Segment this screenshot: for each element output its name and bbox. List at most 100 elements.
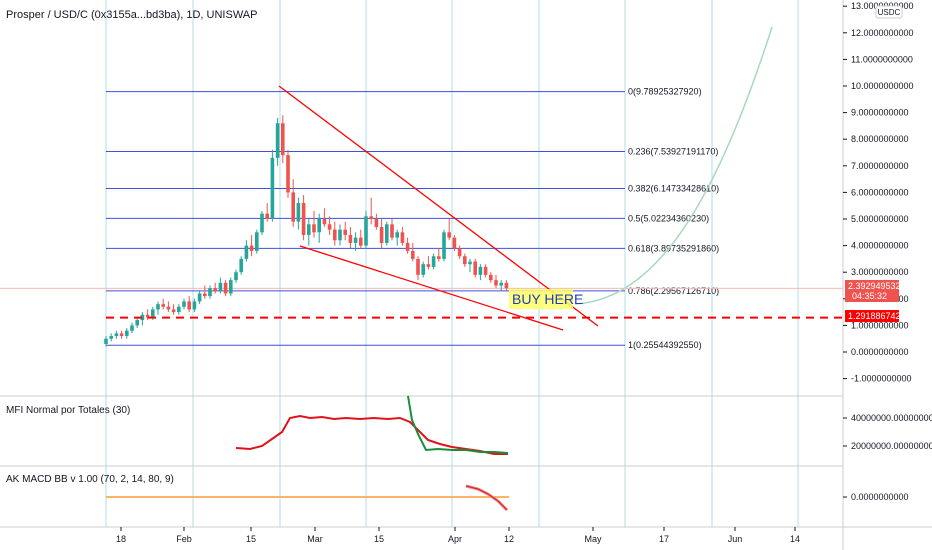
candle-body [400,232,405,243]
candle-body [504,282,509,289]
macd-title: AK MACD BB v 1.00 (70, 2, 14, 80, 9) [6,474,174,485]
candle-body [223,282,228,294]
candle-body [494,280,498,286]
candle-body [177,306,181,313]
candle-body [239,258,243,273]
candle-body [156,304,160,310]
chart-title: Prosper / USD/C (0x3155a...bd3ba), 1D, U… [6,9,257,21]
x-tick-label: May [584,534,602,544]
candle-body [333,229,337,241]
candle-body [463,256,467,265]
candle-body [145,314,150,318]
candle-body [291,192,295,222]
candle-body [426,264,431,267]
candle-body [213,288,217,291]
candle-body [203,293,207,297]
fib-level-label: 0.382(6.14733428610) [628,183,719,193]
candle-body [140,314,145,321]
candle-body [281,123,285,156]
macd-pane: 0.0000000000 [106,484,909,512]
candle-body [234,272,238,281]
x-tick-label: 17 [659,534,669,544]
trend-drawings[interactable]: BUY HERE [106,26,843,331]
candle-body [208,288,212,297]
candle-body [125,330,129,337]
candle-body [166,306,171,310]
candle-body [265,213,269,219]
y-tick-label: 0.0000000000 [851,347,909,357]
currency-badge-label: USDC [878,8,901,17]
candle-body [379,226,384,243]
level-badge: 1.2918867426 [845,310,906,322]
candle-body [385,224,389,243]
level-badge-value: 1.2918867426 [848,311,906,321]
candle-body [229,280,233,294]
candle-body [499,282,503,286]
candle-body [411,250,415,259]
countdown: 04:35:32 [852,291,887,301]
upper-trendline [278,85,599,327]
candle-body [104,338,108,345]
y-tick-label: 3.0000000000 [851,267,909,277]
fib-level-label: 0.618(3.89735291860) [628,243,719,253]
candle-body [483,266,488,275]
x-tick-label: Apr [448,534,462,544]
mfi-title: MFI Normal por Totales (30) [6,405,130,416]
x-tick-label: 15 [374,534,384,544]
candle-body [119,333,124,337]
candle-body [317,219,321,233]
mfi-green-line [407,395,509,454]
candle-body [437,256,441,259]
fib-level-label: 0.786(2.29567126710) [628,286,719,296]
candle-body [489,274,493,281]
candle-body [151,309,155,318]
candle-body [327,224,332,230]
time-axis[interactable]: 18 Feb 15 Mar 15 Apr 12 May 17 Jun 14 [116,527,800,544]
candle-body [244,245,249,259]
fib-level-label: 0(9.78925327920) [628,87,702,97]
candle-body [182,301,186,307]
mfi-tick-label: 40000000.0000000000 [851,413,932,423]
candle-body [473,261,477,275]
mfi-tick-label: 20000000.0000000000 [851,441,932,451]
currency-badge[interactable] [875,5,903,19]
buy-here-box [509,289,573,309]
x-tick-label: 15 [246,534,256,544]
fibonacci-retracement[interactable]: 0(9.78925327920) 0.236(7.53927191170) 0.38… [0,87,843,351]
x-tick-label: Jun [728,534,743,544]
macd-line [465,485,508,511]
price-axis[interactable]: 13.000000000012.000000000011.00000000001… [843,1,914,384]
macd-line-pink [465,484,509,512]
candle-body [478,266,483,275]
candle-body [301,203,306,235]
candle-body [296,203,301,222]
y-tick-label: 6.0000000000 [851,187,909,197]
buy-here-label: BUY HERE [512,291,583,307]
y-tick-label: 8.0000000000 [851,134,909,144]
candle-body [135,320,139,326]
candle-body [286,155,290,193]
candle-body [171,309,176,313]
candle-body [197,293,202,302]
candle-body [255,232,259,251]
y-tick-label: 5.0000000000 [851,214,909,224]
candle-body [447,232,451,238]
candle-body [390,224,394,238]
candle-body [109,336,113,339]
candle-body [405,242,410,251]
x-tick-label: 12 [504,534,514,544]
candle-body [322,219,327,225]
y-tick-label: 1.0000000000 [851,320,909,330]
mfi-red-line [235,414,508,455]
candle-body [452,237,457,249]
y-tick-label: 10.0000000000 [851,81,914,91]
y-tick-label: 4.0000000000 [851,241,909,251]
y-tick-label: 7.0000000000 [851,161,909,171]
y-tick-label: 9.0000000000 [851,108,909,118]
candle-body [275,123,280,158]
projection-curve [574,26,773,305]
candle-body [421,264,425,275]
candle-body [114,333,119,337]
candle-body [431,256,436,267]
